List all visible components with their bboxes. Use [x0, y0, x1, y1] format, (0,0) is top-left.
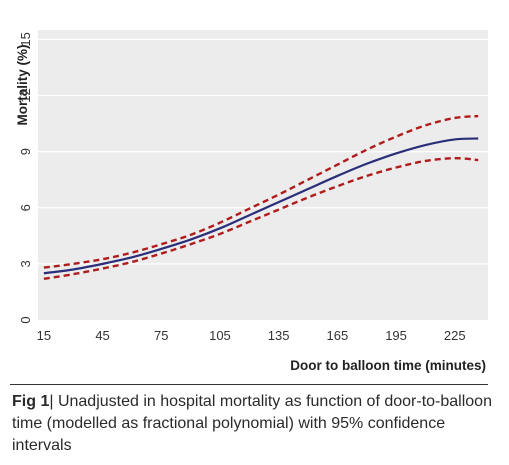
series-group [43, 114, 479, 281]
x-tick-label: 75 [154, 328, 168, 343]
figure-caption: Fig 1| Unadjusted in hospital mortality … [12, 391, 492, 457]
x-tick-label: 195 [385, 328, 407, 343]
x-tick-label: 105 [209, 328, 231, 343]
y-tick-label: 15 [18, 32, 33, 46]
y-tick-label: 9 [18, 148, 33, 155]
x-tick-label: 45 [95, 328, 109, 343]
y-tick-label: 6 [18, 204, 33, 211]
x-tick-label: 165 [326, 328, 348, 343]
y-tick-label: 3 [18, 260, 33, 267]
series-line-upper-95-ci [43, 114, 479, 269]
y-axis-ticks: 0 3 6 9 12 15 [18, 32, 33, 323]
y-tick-label: 12 [18, 88, 33, 102]
plot-area [38, 30, 488, 320]
gridlines [38, 38, 488, 265]
x-tick-label: 135 [268, 328, 290, 343]
y-axis-title: Mortality (%) [15, 45, 30, 126]
x-tick-label: 15 [37, 328, 51, 343]
line-chart: 15 45 75 105 135 165 195 225 0 3 6 9 12 15 Door to b… [15, 30, 488, 373]
series-line-estimate [43, 137, 479, 275]
x-axis-ticks: 15 45 75 105 135 165 195 225 [37, 328, 466, 343]
y-tick-label: 0 [18, 316, 33, 323]
caption-figure-label: Fig 1 [12, 393, 50, 410]
series-line-lower-95-ci [43, 156, 479, 281]
x-axis-title: Door to balloon time (minutes) [290, 358, 486, 373]
caption-text: Unadjusted in hospital mortality as func… [12, 393, 492, 454]
x-tick-label: 225 [444, 328, 466, 343]
caption-separator: | [49, 393, 54, 410]
caption-divider [10, 384, 488, 385]
